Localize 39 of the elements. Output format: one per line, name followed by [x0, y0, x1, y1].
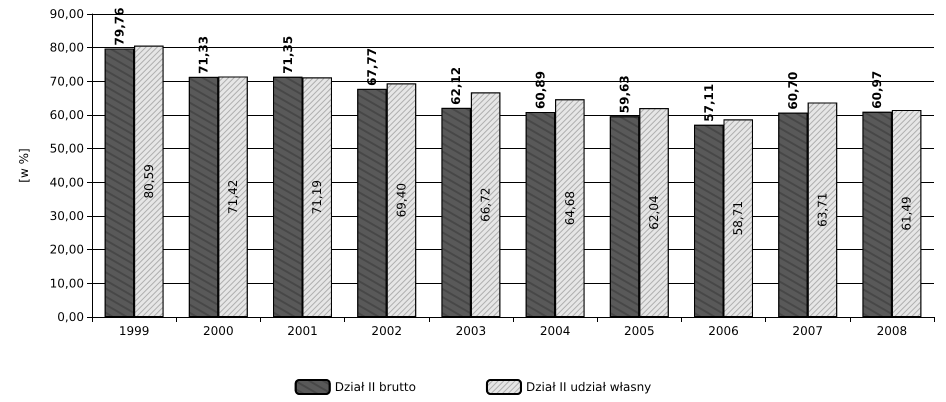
- y-tick-label: 0,00: [57, 310, 84, 324]
- y-tick-label: 70,00: [50, 74, 84, 88]
- data-label: 62,04: [647, 195, 662, 230]
- data-label: 69,40: [394, 182, 408, 218]
- data-label: 80,59: [142, 164, 156, 199]
- data-label: 61,49: [900, 196, 914, 231]
- data-label: 66,72: [478, 188, 493, 222]
- y-tick-label: 80,00: [50, 40, 84, 55]
- data-label: 71,19: [310, 180, 324, 214]
- data-label: 64,68: [562, 190, 577, 226]
- x-tick-label: 2007: [792, 324, 823, 338]
- data-label: 60,70: [786, 72, 800, 110]
- y-tick-label: 40,00: [50, 175, 84, 190]
- x-tick-label: 2000: [203, 324, 234, 338]
- x-tick-label: 2002: [371, 324, 402, 338]
- x-tick-label: 1999: [118, 324, 150, 338]
- y-axis-title: [w %]: [17, 148, 31, 183]
- legend-label: Dział II brutto: [334, 380, 416, 394]
- y-tick-label: 20,00: [50, 242, 84, 257]
- data-label: 58,71: [731, 200, 746, 236]
- legend-label: Dział II udział własny: [526, 380, 652, 394]
- y-tick-label: 60,00: [50, 108, 84, 122]
- data-label: 60,89: [533, 71, 548, 110]
- data-label: 62,12: [449, 66, 464, 105]
- y-tick-label: 10,00: [50, 276, 84, 290]
- data-label: 71,42: [226, 180, 240, 214]
- x-tick-label: 2003: [456, 324, 486, 338]
- y-tick-label: 30,00: [50, 209, 84, 223]
- x-tick-label: 2005: [624, 324, 655, 338]
- y-tick-label: 90,00: [50, 7, 84, 21]
- x-tick-label: 2004: [540, 324, 570, 338]
- data-label: 63,71: [815, 192, 830, 227]
- data-label: 79,76: [112, 8, 126, 46]
- x-tick-label: 2008: [876, 324, 908, 338]
- y-tick-label: 50,00: [50, 142, 84, 156]
- x-tick-label: 2001: [287, 324, 318, 338]
- data-label: 59,63: [618, 75, 632, 114]
- data-label: 67,77: [364, 48, 379, 86]
- x-tick-label: 2006: [708, 324, 739, 338]
